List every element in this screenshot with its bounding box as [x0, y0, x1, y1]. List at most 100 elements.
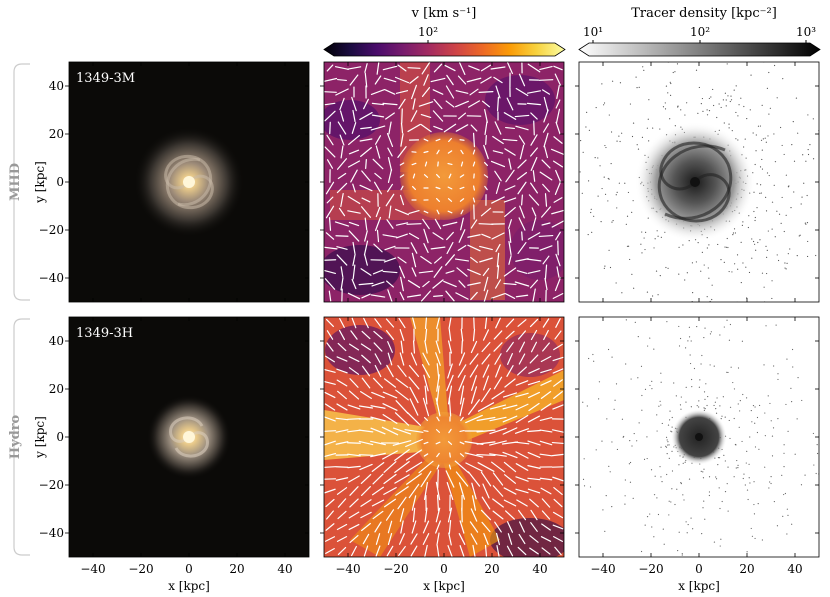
tracer-dot: [781, 474, 783, 476]
velocity-vector: [503, 474, 517, 484]
velocity-vector: [484, 109, 488, 123]
velocity-vector: [541, 222, 551, 226]
velocity-vector: [412, 173, 416, 179]
tracer-dot: [732, 234, 734, 236]
tracer-dot: [734, 443, 737, 446]
velocity-vector: [397, 496, 407, 510]
velocity-vector: [515, 488, 529, 494]
tracer-dot: [718, 457, 721, 459]
velocity-vector: [360, 474, 372, 484]
tracer-dot: [641, 409, 643, 411]
tracer-dot: [764, 466, 766, 468]
tracer-dot: [760, 184, 762, 186]
velocity-vector: [348, 149, 360, 155]
tracer-dot: [681, 554, 683, 556]
tracer-dot: [626, 245, 629, 247]
velocity-vector: [433, 266, 443, 278]
tracer-dot: [646, 515, 649, 518]
velocity-vector: [392, 440, 412, 446]
tracer-dot: [610, 131, 613, 133]
velocity-vector: [490, 160, 506, 168]
tracer-dot: [581, 192, 583, 194]
velocity-vector: [337, 342, 347, 352]
hydro-stellar-panel: [69, 317, 309, 557]
velocity-vector: [445, 254, 455, 266]
velocity-vector: [363, 98, 369, 110]
velocity-vector: [324, 488, 336, 494]
velocity-vector: [361, 293, 371, 299]
tracer-dot: [706, 296, 708, 298]
velocity-vector: [338, 207, 346, 217]
velocity-vector: [507, 533, 513, 545]
tracer-dot: [636, 440, 638, 442]
tracer-dot: [713, 404, 715, 407]
tracer-dot: [747, 226, 749, 229]
y-tick-label: 40: [49, 334, 64, 348]
velocity-vector: [326, 196, 334, 204]
tracer-dot: [717, 464, 719, 466]
velocity-vector: [526, 90, 542, 94]
velocity-vector: [408, 365, 420, 377]
velocity-colorbar-bar: [323, 42, 566, 57]
velocity-vector: [347, 465, 361, 469]
tracer-dot: [757, 503, 759, 505]
tracer-dot: [601, 187, 603, 190]
velocity-vector: [482, 483, 490, 499]
velocity-vector: [370, 416, 386, 422]
velocity-vector: [411, 520, 417, 534]
tracer-dot: [783, 230, 785, 233]
velocity-vector: [371, 281, 385, 287]
velocity-vector: [326, 318, 334, 328]
velocity-vector: [506, 521, 514, 533]
tracer-dot: [711, 298, 713, 301]
velocity-vector: [336, 487, 348, 495]
velocity-vector: [530, 147, 538, 157]
velocity-vector: [489, 427, 507, 435]
tracer-dot: [784, 267, 786, 269]
velocity-vector: [436, 544, 440, 557]
velocity-vector: [395, 486, 409, 496]
velocity-vector: [410, 352, 418, 366]
tracer-dot: [607, 200, 609, 202]
velocity-vector: [326, 510, 334, 520]
tracer-dot: [603, 267, 605, 269]
tracer-dot: [711, 284, 713, 286]
velocity-vector: [373, 330, 383, 340]
tracer-dot: [765, 210, 768, 212]
tracer-dot: [760, 192, 762, 194]
tracer-dot: [748, 463, 750, 465]
velocity-vector: [383, 461, 397, 473]
velocity-vector: [480, 207, 492, 217]
velocity-vector: [340, 145, 344, 159]
tracer-dot: [688, 336, 691, 338]
velocity-vector: [337, 390, 347, 400]
velocity-vector: [399, 352, 405, 366]
tracer-dot: [754, 422, 756, 424]
velocity-vector: [506, 97, 514, 111]
tracer-dot: [752, 404, 755, 407]
tracer-dot: [815, 254, 817, 257]
tracer-dot: [713, 541, 716, 543]
velocity-vector: [339, 134, 345, 146]
velocity-vector: [339, 318, 345, 328]
velocity-vector: [325, 205, 335, 219]
velocity-vector: [347, 429, 361, 433]
velocity-vector: [436, 464, 440, 470]
tracer-dot: [743, 473, 745, 475]
tracer-dot: [730, 366, 732, 368]
tracer-dot: [771, 280, 773, 282]
tracer-dot: [769, 402, 771, 405]
tracer-dot: [751, 238, 753, 240]
tracer-dot: [733, 388, 736, 390]
velocity-vector: [508, 228, 512, 244]
velocity-vector: [543, 132, 549, 148]
tracer-dot: [713, 365, 715, 367]
velocity-vector: [351, 122, 357, 134]
velocity-vector: [445, 100, 455, 108]
tracer-dot: [754, 163, 756, 166]
velocity-vector: [411, 495, 417, 511]
tracer-dot: [807, 240, 809, 243]
tracer-dot: [796, 418, 798, 420]
velocity-vector: [490, 293, 506, 299]
velocity-vector: [483, 533, 489, 545]
